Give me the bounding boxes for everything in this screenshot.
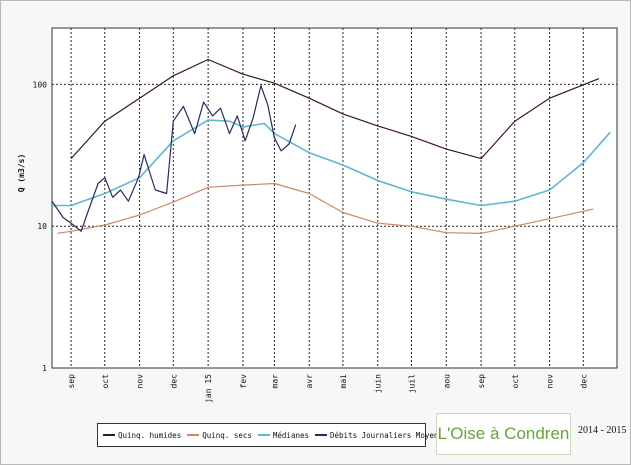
plot-border bbox=[51, 27, 618, 369]
x-tick-label: jan 15 bbox=[204, 374, 213, 403]
legend-swatch-medianes bbox=[257, 434, 270, 436]
x-tick-label: dec bbox=[579, 374, 588, 389]
y-tick-label: 100 bbox=[33, 80, 48, 89]
x-tick-label: mai bbox=[339, 374, 348, 389]
x-tick-label: fev bbox=[239, 374, 248, 389]
x-tick-label: juil bbox=[407, 374, 416, 393]
y-tick-label: 1 bbox=[42, 364, 47, 373]
series-quinq-humides bbox=[70, 58, 600, 160]
x-tick-label: juin bbox=[374, 374, 383, 393]
legend-item-secs: Quinq. secs bbox=[187, 431, 252, 440]
x-tick-label: nov bbox=[136, 374, 145, 389]
x-tick-label: oct bbox=[101, 374, 110, 389]
legend-item-humides: Quinq. humides bbox=[103, 431, 181, 440]
legend-label-humides: Quinq. humides bbox=[118, 430, 182, 440]
legend-swatch-secs bbox=[187, 434, 200, 436]
x-tick-label: oct bbox=[511, 374, 520, 389]
x-tick-label: mar bbox=[270, 374, 279, 389]
x-tick-label: sep bbox=[477, 374, 486, 389]
season-label: 2014 - 2015 bbox=[578, 425, 627, 436]
x-tick-label: avr bbox=[305, 374, 314, 389]
x-tick-label: aou bbox=[442, 374, 451, 389]
plot-area bbox=[52, 28, 617, 368]
x-tick-label: dec bbox=[169, 374, 178, 389]
series-quinq-secs bbox=[57, 182, 594, 234]
legend-label-medianes: Médianes bbox=[272, 430, 310, 440]
y-axis-label: Q (m3/s) bbox=[17, 154, 26, 193]
series-debits-journaliers bbox=[51, 85, 297, 232]
legend: Quinq. humides Quinq. secs Médianes Débi… bbox=[97, 423, 443, 447]
legend-swatch-humides bbox=[103, 434, 115, 436]
legend-label-debits: Débits Journaliers Moyens bbox=[330, 430, 443, 440]
station-label: L'Oise à Condren bbox=[436, 413, 571, 455]
x-tick-label: nov bbox=[546, 374, 555, 389]
y-tick-label: 10 bbox=[37, 222, 47, 231]
x-tick-label: sep bbox=[67, 374, 76, 389]
legend-swatch-debits bbox=[315, 434, 328, 436]
legend-item-medianes: Médianes bbox=[257, 430, 310, 440]
legend-item-debits: Débits Journaliers Moyens bbox=[315, 431, 443, 440]
legend-label-secs: Quinq. secs bbox=[202, 430, 252, 440]
series-medianes bbox=[52, 119, 611, 207]
